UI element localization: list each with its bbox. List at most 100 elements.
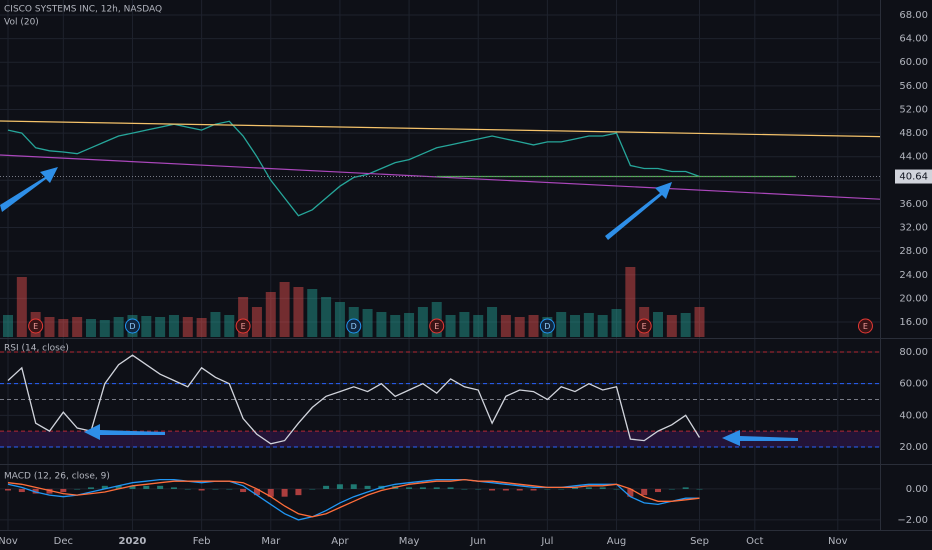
volume-bar (404, 313, 415, 337)
volume-bar (3, 315, 13, 337)
trendline (0, 120, 881, 138)
y-tick-label: 80.00 (899, 347, 928, 358)
histogram-bar (364, 485, 371, 489)
y-tick-label: 64.00 (899, 34, 928, 45)
histogram-bar (655, 488, 662, 493)
histogram-bar (74, 488, 81, 490)
y-tick-label: 56.00 (899, 81, 928, 92)
histogram-bar (599, 487, 606, 489)
histogram-bar (46, 488, 53, 494)
histogram-bar (613, 488, 620, 490)
x-tick-label: Apr (331, 536, 349, 547)
volume-bar (473, 315, 484, 337)
histogram-bar (558, 488, 565, 490)
series-line (7, 478, 700, 518)
volume-bar (390, 315, 401, 337)
y-tick-label: 16.00 (899, 317, 928, 328)
volume-bar (459, 312, 470, 337)
histogram-bar (350, 484, 357, 489)
x-tick-label: Oct (746, 536, 763, 547)
histogram-bar (267, 488, 274, 497)
volume-bar (334, 302, 345, 337)
x-tick-label: Aug (607, 536, 627, 547)
annotation-arrows (0, 167, 798, 446)
y-tick-label: 0.00 (906, 484, 928, 495)
y-tick-label: −2.00 (897, 515, 928, 526)
histogram-bar (323, 485, 330, 489)
histogram-bar (212, 488, 219, 490)
y-tick-label: 60.00 (899, 57, 928, 68)
histogram-bar (502, 488, 509, 491)
volume-bar (680, 313, 691, 337)
histogram-bar (170, 487, 177, 489)
volume-bar (265, 292, 276, 337)
histogram-bar (475, 488, 482, 490)
y-tick-label: 68.00 (899, 10, 928, 21)
histogram-bar (226, 488, 233, 490)
volume-bar (141, 316, 152, 337)
histogram-bar (668, 488, 675, 490)
histogram-bar (32, 488, 39, 494)
volume-bar (72, 317, 83, 337)
event-label: D (351, 322, 357, 331)
histogram-bar (281, 488, 288, 497)
volume-bar (113, 317, 124, 337)
event-label: E (241, 322, 246, 331)
x-tick-label: Sep (690, 536, 709, 547)
histogram-bar (627, 488, 634, 497)
histogram-bar (461, 488, 468, 490)
volume-bar (224, 315, 235, 337)
event-marker (124, 318, 140, 334)
arrow (84, 424, 165, 440)
histogram-bar (572, 487, 579, 489)
histogram-bar (5, 488, 11, 491)
y-tick-label: 24.00 (899, 270, 928, 281)
volume-bar (597, 315, 608, 337)
volume-bar (362, 309, 373, 337)
volume-bar (44, 317, 55, 337)
event-marker (636, 318, 652, 334)
symbol-title: CISCO SYSTEMS INC, 12h, NASDAQ (4, 5, 162, 15)
histogram-bar (419, 487, 426, 489)
volume-bar (293, 287, 304, 337)
volume-bar (487, 307, 498, 337)
volume-bar (556, 312, 567, 337)
histogram-bar (143, 485, 150, 489)
macd-title: MACD (12, 26, close, 9) (4, 472, 110, 482)
histogram-bar (433, 487, 440, 489)
x-tick-label: Nov (828, 536, 848, 547)
y-tick-label: 20.00 (899, 442, 928, 453)
last-price-label: 40.64 (899, 172, 928, 183)
volume-bar (694, 307, 705, 337)
x-tick-label: Nov (0, 536, 18, 547)
arrow (605, 182, 672, 240)
volume-bar (210, 312, 221, 337)
y-tick-label: 28.00 (899, 246, 928, 257)
y-tick-label: 20.00 (899, 293, 928, 304)
volume-bar (251, 307, 262, 337)
volume-bar (196, 318, 207, 337)
event-label: D (544, 322, 550, 331)
series-line (7, 478, 700, 521)
histogram-bar (682, 487, 689, 489)
histogram-bar (544, 488, 551, 490)
volume-title: Vol (20) (4, 18, 39, 28)
rsi-band (0, 431, 880, 447)
volume-bar (307, 289, 318, 337)
x-tick-label: Jun (469, 536, 486, 547)
y-tick-label: 60.00 (899, 379, 928, 390)
histogram-bar (198, 488, 205, 491)
x-tick-label: Dec (54, 536, 73, 547)
histogram-bar (696, 488, 703, 490)
x-tick-label: Mar (261, 536, 281, 547)
histogram-bar (309, 488, 316, 490)
series-line (7, 120, 700, 217)
histogram-bar (585, 487, 592, 489)
histogram-bar (115, 485, 122, 489)
volume-bar (583, 313, 594, 337)
volume-bar (85, 319, 96, 337)
event-marker (429, 318, 445, 334)
volume-bar (238, 297, 249, 337)
volume-bar (666, 315, 677, 337)
